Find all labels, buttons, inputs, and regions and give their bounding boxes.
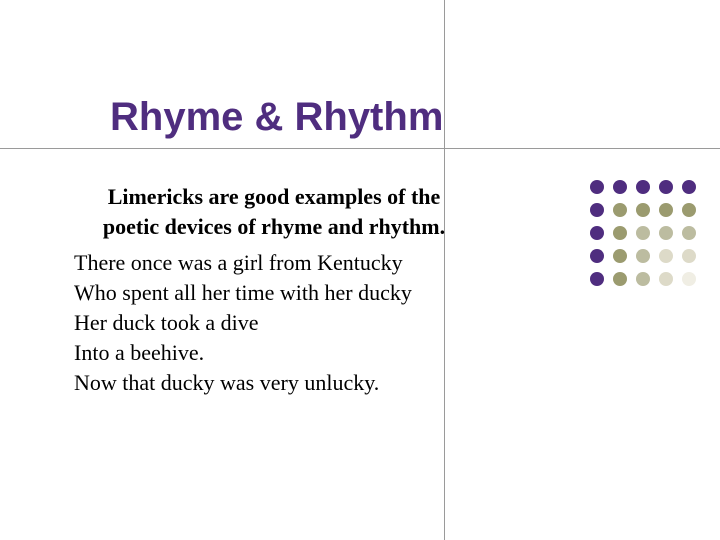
horizontal-divider	[0, 148, 720, 149]
dot-icon	[682, 180, 696, 194]
poem-line: Her duck took a dive	[74, 308, 474, 338]
dot-icon	[682, 226, 696, 240]
dot-icon	[659, 180, 673, 194]
dot-icon	[636, 272, 650, 286]
dot-icon	[682, 249, 696, 263]
poem-lines: There once was a girl from KentuckyWho s…	[74, 248, 474, 398]
dot-icon	[613, 180, 627, 194]
dot-icon	[613, 203, 627, 217]
body-content: Limericks are good examples of the poeti…	[74, 182, 474, 398]
dot-icon	[682, 203, 696, 217]
dot-icon	[590, 226, 604, 240]
dot-icon	[659, 226, 673, 240]
dot-icon	[590, 203, 604, 217]
dot-icon	[613, 226, 627, 240]
poem-line: Now that ducky was very unlucky.	[74, 368, 474, 398]
dot-icon	[590, 249, 604, 263]
dot-icon	[659, 203, 673, 217]
subtitle-line-1: Limericks are good examples of the	[74, 182, 474, 212]
dot-icon	[590, 180, 604, 194]
slide-title: Rhyme & Rhythm	[110, 95, 443, 140]
subtitle: Limericks are good examples of the poeti…	[74, 182, 474, 242]
subtitle-line-2: poetic devices of rhyme and rhythm.	[74, 212, 474, 242]
poem-line: Into a beehive.	[74, 338, 474, 368]
dot-icon	[636, 249, 650, 263]
dot-icon	[636, 180, 650, 194]
dot-icon	[682, 272, 696, 286]
dot-icon	[636, 203, 650, 217]
dot-icon	[659, 249, 673, 263]
dot-icon	[636, 226, 650, 240]
poem-line: Who spent all her time with her ducky	[74, 278, 474, 308]
dot-icon	[590, 272, 604, 286]
dot-icon	[613, 249, 627, 263]
poem-line: There once was a girl from Kentucky	[74, 248, 474, 278]
dot-icon	[613, 272, 627, 286]
dot-icon	[659, 272, 673, 286]
